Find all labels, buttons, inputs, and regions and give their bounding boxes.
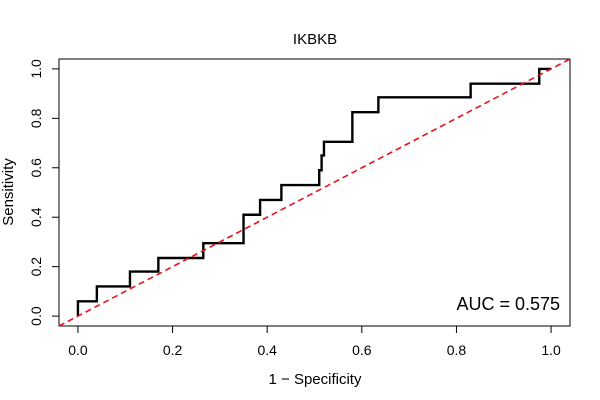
x-tick-label: 0.4 [257, 342, 277, 358]
y-tick-label: 0.4 [28, 207, 44, 227]
x-axis-label: 1 − Specificity [269, 371, 362, 388]
y-axis: 0.0 0.2 0.4 0.6 0.8 1.0 [28, 59, 60, 326]
reference-diagonal [58, 58, 571, 327]
x-tick-label: 0.2 [163, 342, 183, 358]
x-axis: 0.0 0.2 0.4 0.6 0.8 1.0 [68, 325, 561, 358]
series-layer [58, 58, 571, 327]
y-tick-label: 0.8 [28, 108, 44, 128]
y-tick-label: 0.0 [28, 306, 44, 326]
x-tick-label: 0.0 [68, 342, 88, 358]
y-tick-label: 0.2 [28, 257, 44, 277]
auc-annotation: AUC = 0.575 [456, 294, 560, 314]
roc-curve [76, 67, 552, 317]
x-tick-label: 0.8 [447, 342, 467, 358]
chart-title: IKBKB [293, 31, 337, 48]
y-axis-label: Sensitivity [0, 158, 17, 226]
x-tick-label: 1.0 [541, 342, 561, 358]
x-tick-label: 0.6 [352, 342, 372, 358]
y-tick-label: 0.6 [28, 158, 44, 178]
y-tick-label: 1.0 [28, 59, 44, 79]
